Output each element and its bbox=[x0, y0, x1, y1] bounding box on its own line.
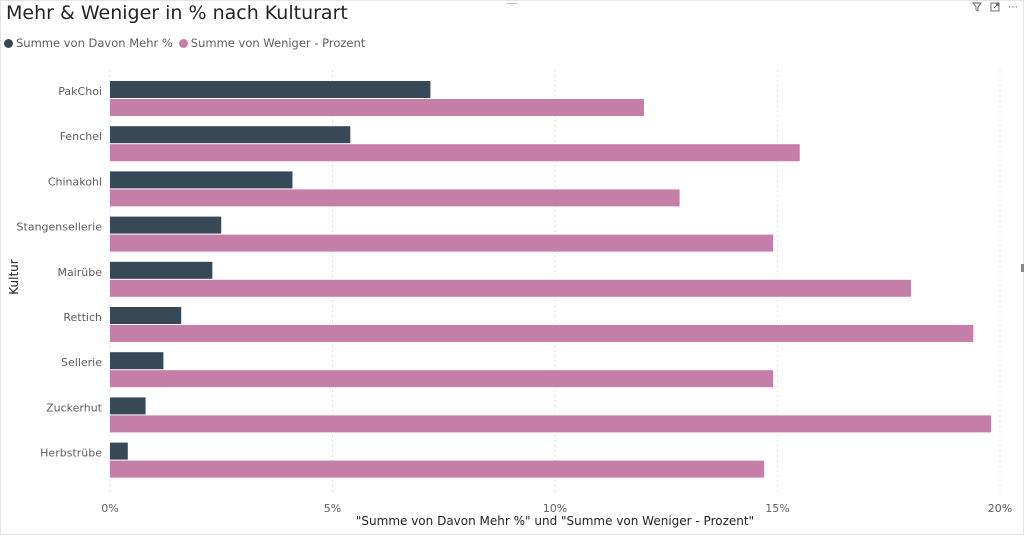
x-tick-label: 0% bbox=[101, 502, 118, 515]
chart-title: Mehr & Weniger in % nach Kulturart bbox=[6, 2, 348, 24]
bar-mehr bbox=[110, 126, 351, 144]
y-tick-label: Rettich bbox=[63, 311, 102, 324]
y-axis-title: Kultur bbox=[7, 259, 21, 295]
bar-weniger bbox=[110, 189, 680, 207]
bar-weniger bbox=[110, 279, 911, 297]
legend-label-weniger: Summe von Weniger - Prozent bbox=[190, 36, 366, 50]
y-tick-label: Herbstrübe bbox=[40, 447, 102, 460]
legend: Summe von Davon Mehr % Summe von Weniger… bbox=[4, 36, 371, 50]
y-tick-label: Fenchel bbox=[60, 130, 102, 143]
legend-dot-weniger bbox=[178, 38, 188, 48]
focus-mode-icon[interactable] bbox=[990, 2, 1000, 16]
legend-dot-mehr bbox=[4, 38, 13, 48]
y-tick-label: Sellerie bbox=[61, 356, 102, 369]
bar-mehr bbox=[110, 216, 222, 234]
bar-mehr bbox=[110, 352, 164, 370]
bar-mehr bbox=[110, 261, 213, 279]
bar-weniger bbox=[110, 460, 765, 478]
x-tick-label: 20% bbox=[988, 502, 1012, 515]
y-tick-label: PakChoi bbox=[58, 85, 102, 98]
bar-weniger bbox=[110, 99, 644, 116]
more-options-icon[interactable]: ⋯ bbox=[1008, 2, 1018, 13]
bar-mehr bbox=[110, 307, 182, 324]
legend-label-mehr: Summe von Davon Mehr % bbox=[16, 36, 173, 50]
bar-mehr bbox=[110, 397, 146, 415]
x-tick-label: 15% bbox=[765, 502, 789, 515]
y-tick-label: Zuckerhut bbox=[46, 401, 103, 414]
x-tick-label: 10% bbox=[543, 502, 567, 515]
y-tick-label: Chinakohl bbox=[48, 175, 102, 188]
filter-icon[interactable] bbox=[972, 2, 982, 16]
legend-item-mehr[interactable]: Summe von Davon Mehr % bbox=[4, 36, 173, 50]
bar-weniger bbox=[110, 415, 992, 433]
bar-weniger bbox=[110, 144, 800, 162]
resize-handle[interactable] bbox=[1021, 264, 1024, 272]
x-axis-title: "Summe von Davon Mehr %" und "Summe von … bbox=[355, 514, 755, 528]
bar-mehr bbox=[110, 171, 293, 189]
bar-mehr bbox=[110, 442, 128, 460]
y-tick-label: Stangensellerie bbox=[17, 221, 103, 234]
bar-weniger bbox=[110, 234, 774, 252]
visual-toolbar: ⋯ bbox=[972, 2, 1018, 16]
bar-weniger bbox=[110, 370, 774, 388]
x-tick-label: 5% bbox=[324, 502, 341, 515]
y-tick-label: Mairübe bbox=[57, 266, 102, 279]
drag-handle[interactable] bbox=[507, 0, 517, 4]
bar-weniger bbox=[110, 325, 974, 342]
bar-mehr bbox=[110, 81, 431, 98]
legend-item-weniger[interactable]: Summe von Weniger - Prozent bbox=[178, 36, 366, 50]
